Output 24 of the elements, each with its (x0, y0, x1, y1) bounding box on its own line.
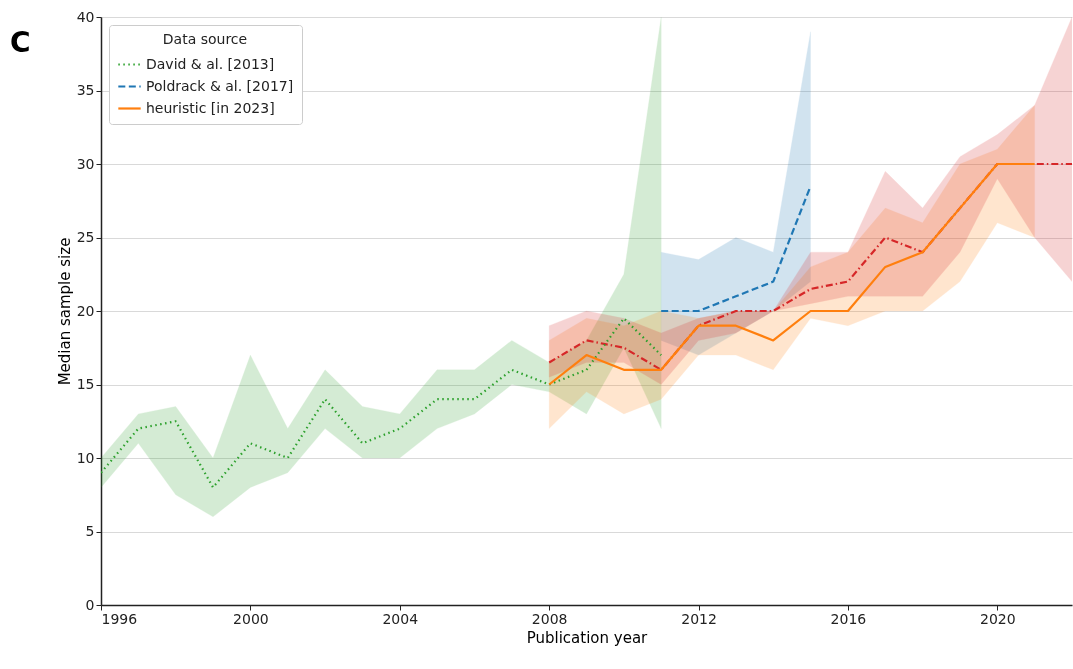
line-series (101, 317, 663, 489)
legend-label: David & al. [2013] (146, 55, 275, 72)
y-tick-label: 0 (85, 596, 95, 613)
legend-title: Data source (162, 31, 248, 47)
x-tick-label: 2020 (979, 610, 1016, 627)
legend-label: Poldrack & al. [2017] (146, 77, 294, 94)
x-tick-label: 2000 (233, 610, 269, 627)
x-tick-label: 2008 (531, 610, 568, 627)
x-tick-label: 2012 (681, 610, 717, 627)
y-tick-label: 30 (76, 155, 95, 172)
y-tick-label: 35 (76, 82, 95, 98)
text: C (10, 26, 31, 59)
y-axis-title: Median sample size (55, 237, 74, 386)
y-tick-label: 15 (76, 376, 95, 392)
x-tick-label: 1996 (101, 610, 138, 627)
y-tick-label: 40 (76, 8, 95, 25)
y-tick-label: 25 (76, 229, 95, 245)
x-axis-title: Publication year (526, 628, 649, 647)
y-tick-label: 5 (85, 523, 95, 539)
y-tick-label: 20 (76, 302, 95, 319)
y-tick-label: 10 (76, 449, 95, 466)
x-tick-label: 2004 (382, 610, 419, 627)
x-tick-label: 2016 (830, 610, 867, 627)
legend-label: heuristic [in 2023] (146, 99, 275, 116)
